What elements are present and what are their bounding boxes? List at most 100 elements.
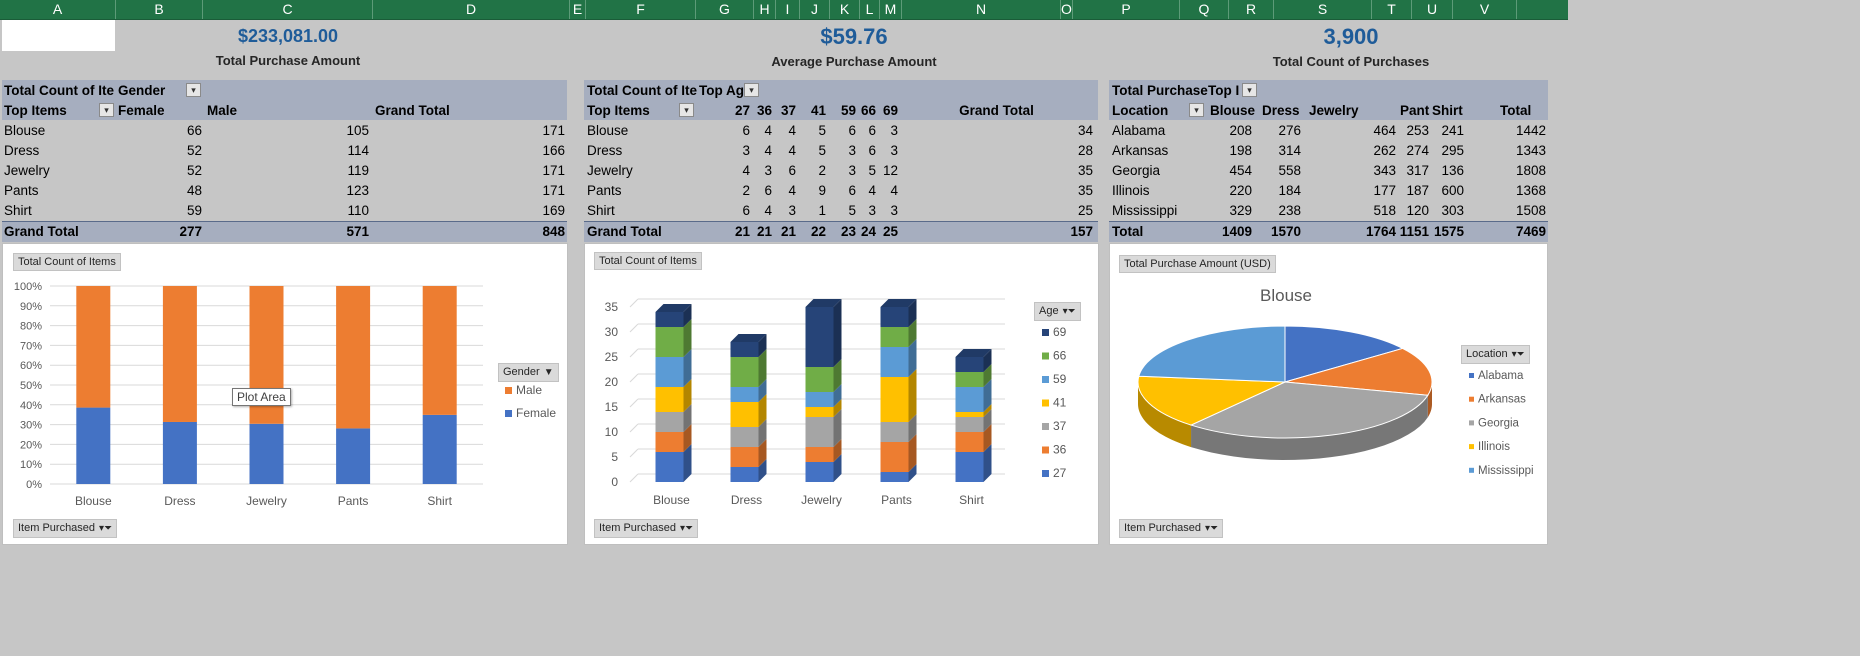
legend-field-button[interactable]: Age ▾⏷ xyxy=(1034,302,1081,321)
row-label: Shirt xyxy=(4,203,32,218)
selected-cell[interactable] xyxy=(2,20,115,51)
table-row: Jewelry 52 119 171 xyxy=(2,161,567,181)
total-value: 1570 xyxy=(1270,224,1301,239)
bar-age-27[interactable] xyxy=(880,472,909,482)
bar-age-66[interactable] xyxy=(805,367,834,392)
bar-age-37[interactable] xyxy=(730,427,759,447)
pivot-col-header: Shirt xyxy=(1432,103,1463,118)
axis-field-button[interactable]: Item Purchased ▾⏷ xyxy=(594,519,699,538)
bar-age-27[interactable] xyxy=(955,452,984,482)
row-value: 34 xyxy=(1077,123,1093,138)
bar-female[interactable] xyxy=(422,414,457,484)
row-value: 2 xyxy=(742,183,750,198)
chart-gender-panel[interactable]: Total Count of Items 0% 10% 20% 30% 40% 50% 60… xyxy=(2,243,568,545)
bar-age-69[interactable] xyxy=(805,307,834,367)
filter-icon[interactable]: ▾ xyxy=(1242,83,1257,97)
bar-age-36[interactable] xyxy=(730,447,759,467)
row-value: 3 xyxy=(742,143,750,158)
bar-age-66[interactable] xyxy=(730,357,759,387)
bar-age-69[interactable] xyxy=(880,307,909,327)
legend-label: Mississippi xyxy=(1478,465,1534,477)
table-row: Jewelry 4 3 6 2 3 5 12 35 xyxy=(584,161,1098,181)
bar-male[interactable] xyxy=(76,286,111,408)
chart-location-svg[interactable]: Blouse Alabama Arkansas Georgia Illinois Miss… xyxy=(1110,244,1547,544)
axis-field-button[interactable]: Item Purchased ▾⏷ xyxy=(1119,519,1224,538)
legend-field-button[interactable]: Location ▾⏷ xyxy=(1461,345,1530,364)
legend-label: Male xyxy=(516,383,542,397)
filter-icon[interactable]: ▾ xyxy=(679,103,694,117)
total-value: 1409 xyxy=(1221,224,1252,239)
filter-icon[interactable]: ▾ xyxy=(744,83,759,97)
bar-female[interactable] xyxy=(76,407,111,484)
pie-slice-mississippi[interactable] xyxy=(1138,325,1286,383)
pivot-col-header: Male xyxy=(207,103,238,118)
bar-age-59[interactable] xyxy=(655,357,684,387)
chart-age-panel[interactable]: Total Count of Items 0 5 10 15 20 25 30 35 Blous… xyxy=(584,243,1099,545)
axis-field-label: Item Purchased xyxy=(18,522,96,534)
bar-age-69[interactable] xyxy=(955,357,984,372)
bar-age-36[interactable] xyxy=(655,432,684,452)
bar-age-59[interactable] xyxy=(955,387,984,412)
bar-male[interactable] xyxy=(162,286,197,422)
filter-icon[interactable]: ▾ xyxy=(99,103,114,117)
bar-age-41[interactable] xyxy=(880,377,909,422)
row-value: 6 xyxy=(742,123,750,138)
chart-gender-svg[interactable]: 0% 10% 20% 30% 40% 50% 60% 70% 80% 90% 100% Blouse D… xyxy=(3,244,567,544)
bar-age-37[interactable] xyxy=(805,417,834,447)
total-value: 7469 xyxy=(1515,224,1546,239)
bar-age-41[interactable] xyxy=(730,402,759,427)
chart-field-button[interactable]: Total Count of Items xyxy=(13,253,121,271)
chart-field-button[interactable]: Total Purchase Amount (USD) xyxy=(1119,255,1276,273)
bar-female[interactable] xyxy=(249,423,284,484)
row-value: 177 xyxy=(1373,183,1396,198)
bar-age-41[interactable] xyxy=(655,387,684,412)
bar-age-27[interactable] xyxy=(655,452,684,482)
bar-age-69[interactable] xyxy=(655,312,684,327)
row-value: 3 xyxy=(788,203,796,218)
filter-icon[interactable]: ▾ xyxy=(1189,103,1204,117)
bar-age-37[interactable] xyxy=(880,422,909,442)
dropdown-icon[interactable]: ▾ xyxy=(186,83,201,97)
bar-age-37[interactable] xyxy=(955,417,984,432)
bar-age-66[interactable] xyxy=(955,372,984,387)
bar-male[interactable] xyxy=(422,286,457,415)
bar-age-36[interactable] xyxy=(880,442,909,472)
kpi-value: $233,081.00 xyxy=(237,26,339,46)
row-value: 4 xyxy=(764,143,772,158)
bar-female[interactable] xyxy=(336,428,371,484)
row-value: 238 xyxy=(1278,203,1301,218)
pie-slice-georgia[interactable] xyxy=(1189,381,1429,439)
bar-age-27[interactable] xyxy=(805,462,834,482)
bar-male[interactable] xyxy=(336,286,371,429)
bar-age-66[interactable] xyxy=(880,327,909,347)
chart-location-panel[interactable]: Total Purchase Amount (USD) Blouse Alabam… xyxy=(1109,243,1548,545)
table-row: Alabama 208 276 464 253 241 1442 xyxy=(1109,121,1548,141)
row-value: 184 xyxy=(1278,183,1301,198)
pie-slice-arkansas[interactable] xyxy=(1284,347,1433,396)
bar-female[interactable] xyxy=(162,421,197,484)
pie-slice-illinois[interactable] xyxy=(1137,375,1286,426)
bar-age-59[interactable] xyxy=(805,392,834,407)
bar-age-37[interactable] xyxy=(655,412,684,432)
row-value: 110 xyxy=(347,203,369,218)
chart-field-button[interactable]: Total Count of Items xyxy=(594,252,702,270)
axis-field-button[interactable]: Item Purchased ▾⏷ xyxy=(13,519,118,538)
row-value: 6 xyxy=(868,123,876,138)
bar-age-36[interactable] xyxy=(955,432,984,452)
bar-age-36[interactable] xyxy=(805,447,834,462)
bar-age-59[interactable] xyxy=(730,387,759,402)
bar-age-27[interactable] xyxy=(730,467,759,482)
bar-age-41[interactable] xyxy=(955,412,984,417)
table-row: Dress 3 4 4 5 3 6 3 28 xyxy=(584,141,1098,161)
chart-age-svg[interactable]: 0 5 10 15 20 25 30 35 Blouse Dress Jewelry Pants Shi… xyxy=(585,244,1098,544)
bar-age-59[interactable] xyxy=(880,347,909,377)
legend-field-button[interactable]: Gender ▼ xyxy=(498,363,559,382)
bar-age-69[interactable] xyxy=(730,342,759,357)
pie-slice-alabama[interactable] xyxy=(1284,325,1404,383)
row-value: 1368 xyxy=(1515,183,1546,198)
bar-age-41[interactable] xyxy=(805,407,834,417)
pivot-col-header: 66 xyxy=(860,103,876,118)
row-value: 3 xyxy=(890,143,898,158)
bar-age-66[interactable] xyxy=(655,327,684,357)
y-tick-label: 35 xyxy=(605,300,619,314)
